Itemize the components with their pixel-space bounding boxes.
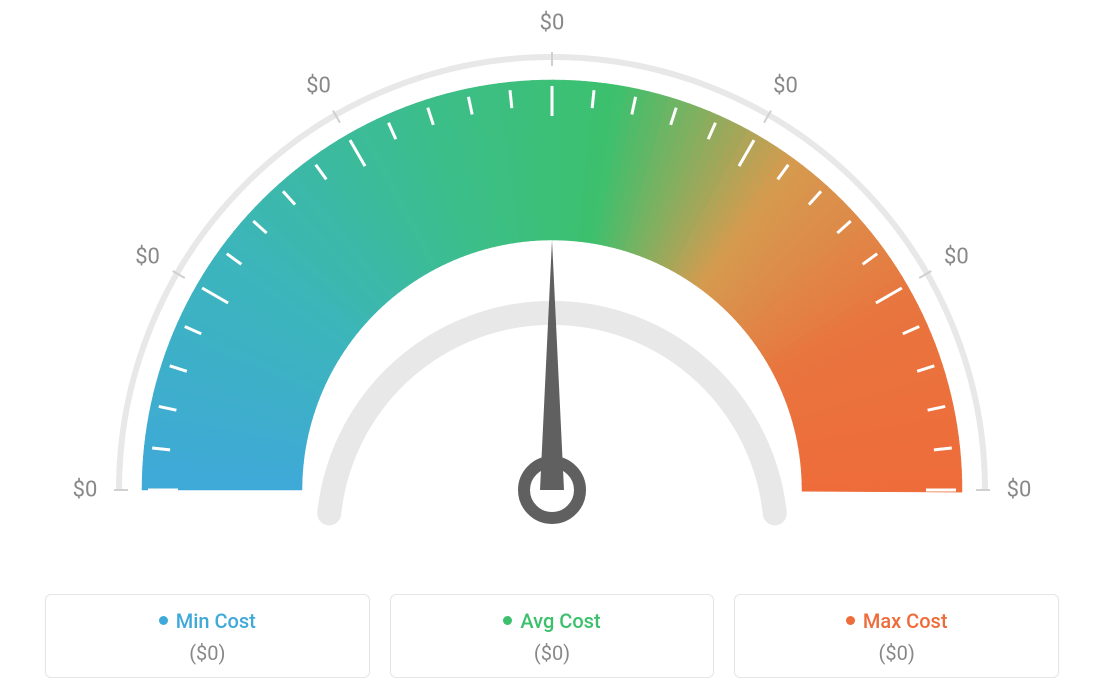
gauge-tick-label: $0 <box>540 11 565 36</box>
gauge-chart <box>52 10 1052 570</box>
gauge-tick-label: $0 <box>135 244 160 269</box>
legend-value-min: ($0) <box>56 641 359 665</box>
dot-avg <box>503 616 512 625</box>
gauge-tick-label: $0 <box>306 73 331 98</box>
gauge-tick-label: $0 <box>1007 478 1032 503</box>
legend-label-min: Min Cost <box>176 609 256 633</box>
legend-card-max: Max Cost ($0) <box>734 594 1059 678</box>
gauge-svg <box>52 10 1052 570</box>
legend-card-min: Min Cost ($0) <box>45 594 370 678</box>
legend-title-min: Min Cost <box>56 609 359 633</box>
gauge-tick-label: $0 <box>773 73 798 98</box>
legend-card-avg: Avg Cost ($0) <box>390 594 715 678</box>
legend-label-avg: Avg Cost <box>520 609 600 633</box>
legend-title-max: Max Cost <box>745 609 1048 633</box>
dot-min <box>159 616 168 625</box>
gauge-tick-label: $0 <box>73 478 98 503</box>
legend-value-avg: ($0) <box>401 641 704 665</box>
dot-max <box>846 616 855 625</box>
legend-title-avg: Avg Cost <box>401 609 704 633</box>
legend-value-max: ($0) <box>745 641 1048 665</box>
legend-row: Min Cost ($0) Avg Cost ($0) Max Cost ($0… <box>45 594 1059 678</box>
legend-label-max: Max Cost <box>863 609 948 633</box>
gauge-tick-label: $0 <box>944 244 969 269</box>
